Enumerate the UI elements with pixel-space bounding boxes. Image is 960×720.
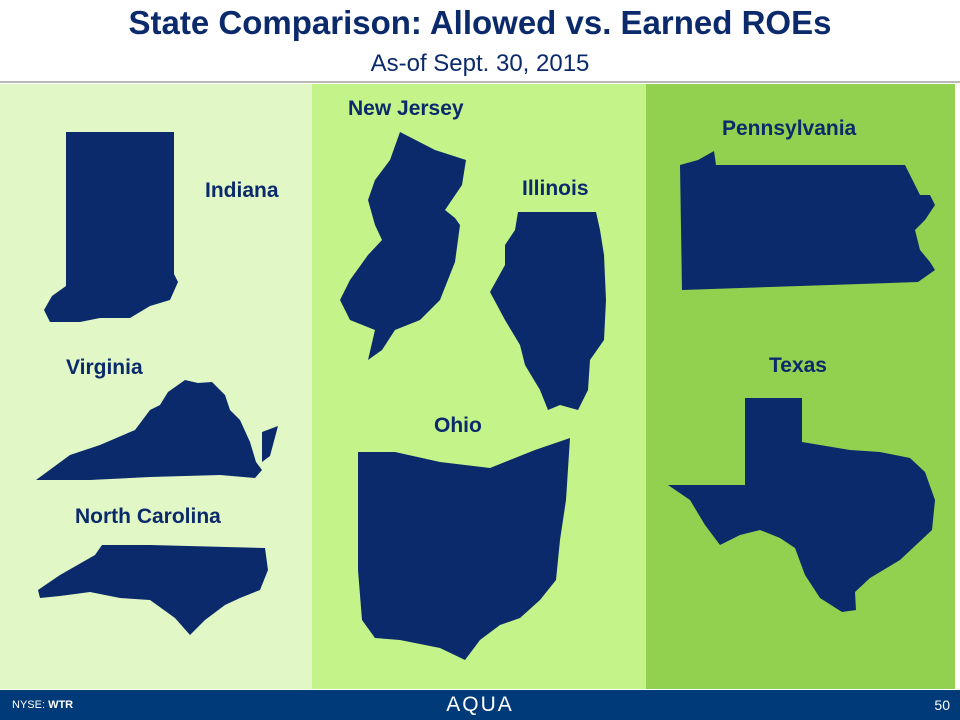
footer-bar: NYSE: WTR AQUA 50 [0, 690, 960, 720]
pennsylvania-shape [680, 151, 935, 290]
page-number: 50 [934, 697, 950, 713]
label-indiana: Indiana [205, 179, 279, 202]
texas-shape [668, 398, 935, 612]
label-new-jersey: New Jersey [348, 97, 464, 120]
label-north-carolina: North Carolina [75, 505, 221, 528]
label-texas: Texas [769, 354, 827, 377]
label-ohio: Ohio [434, 414, 482, 437]
aqua-logo: AQUA [446, 693, 514, 716]
label-illinois: Illinois [522, 177, 589, 200]
ticker-symbol: WTR [48, 699, 74, 711]
label-pennsylvania: Pennsylvania [722, 117, 857, 140]
virginia-shore-shape [262, 426, 278, 462]
ohio-shape [358, 438, 570, 660]
new-jersey-shape [340, 132, 466, 360]
ticker: NYSE: WTR [12, 699, 73, 711]
virginia-shape [36, 380, 262, 480]
slide-subtitle: As-of Sept. 30, 2015 [370, 50, 590, 77]
divider [0, 81, 960, 83]
illinois-shape [490, 212, 606, 410]
ticker-prefix: NYSE: [12, 699, 46, 711]
indiana-shape [44, 132, 178, 322]
slide-title: State Comparison: Allowed vs. Earned ROE… [128, 4, 832, 41]
north-carolina-shape [38, 545, 268, 635]
label-virginia: Virginia [66, 356, 143, 379]
